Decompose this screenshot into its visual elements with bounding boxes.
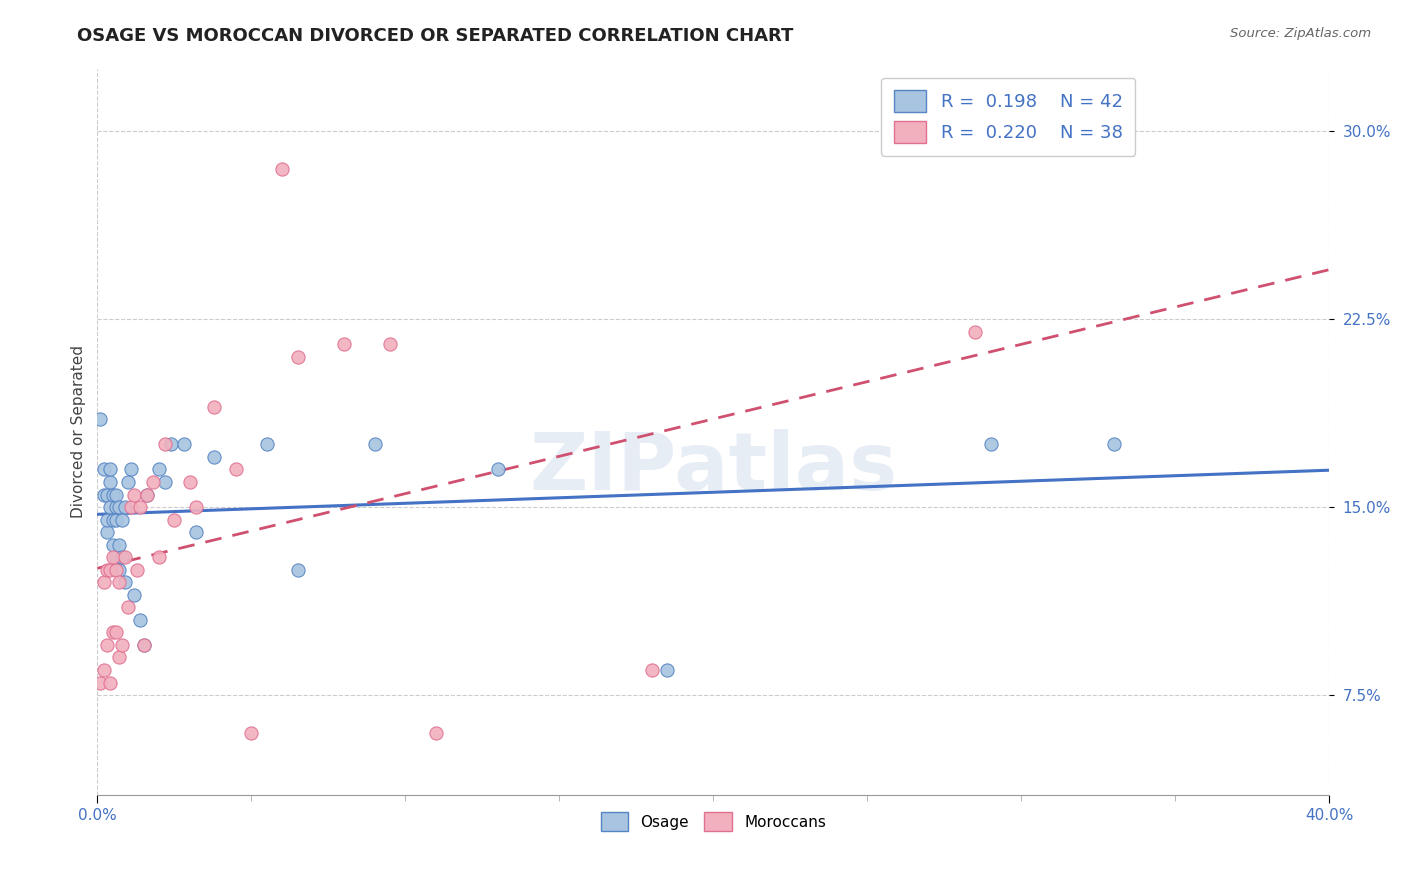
- Point: [142, 475, 165, 489]
- Point: [132, 638, 155, 652]
- Point: [127, 563, 149, 577]
- Point: [104, 500, 127, 514]
- Point: [114, 550, 136, 565]
- Point: [93, 462, 115, 476]
- Point: [108, 650, 131, 665]
- Point: [96, 513, 118, 527]
- Point: [160, 437, 183, 451]
- Point: [98, 675, 121, 690]
- Point: [179, 475, 201, 489]
- Point: [98, 563, 121, 577]
- Point: [132, 638, 155, 652]
- Point: [104, 550, 127, 565]
- Point: [202, 400, 225, 414]
- Point: [111, 638, 134, 652]
- Point: [184, 500, 207, 514]
- Point: [124, 588, 146, 602]
- Point: [98, 462, 121, 476]
- Point: [101, 625, 124, 640]
- Legend: R =  0.198    N = 42, R =  0.220    N = 38: R = 0.198 N = 42, R = 0.220 N = 38: [882, 78, 1136, 156]
- Point: [271, 161, 294, 176]
- Point: [120, 500, 142, 514]
- Point: [104, 513, 127, 527]
- Point: [225, 462, 247, 476]
- Point: [129, 613, 152, 627]
- Point: [184, 525, 207, 540]
- Point: [240, 725, 263, 739]
- Point: [378, 337, 401, 351]
- Point: [148, 462, 170, 476]
- Point: [425, 725, 447, 739]
- Point: [965, 325, 987, 339]
- Point: [96, 487, 118, 501]
- Point: [148, 550, 170, 565]
- Point: [108, 500, 131, 514]
- Point: [96, 563, 118, 577]
- Point: [108, 563, 131, 577]
- Point: [363, 437, 385, 451]
- Text: Source: ZipAtlas.com: Source: ZipAtlas.com: [1230, 27, 1371, 40]
- Point: [129, 500, 152, 514]
- Point: [111, 513, 134, 527]
- Point: [287, 350, 309, 364]
- Point: [117, 600, 139, 615]
- Point: [104, 487, 127, 501]
- Point: [287, 563, 309, 577]
- Point: [135, 487, 157, 501]
- Point: [101, 513, 124, 527]
- Point: [163, 513, 186, 527]
- Point: [101, 487, 124, 501]
- Point: [135, 487, 157, 501]
- Point: [96, 525, 118, 540]
- Point: [98, 475, 121, 489]
- Point: [89, 412, 111, 426]
- Point: [256, 437, 278, 451]
- Point: [104, 625, 127, 640]
- Point: [173, 437, 195, 451]
- Point: [101, 538, 124, 552]
- Text: OSAGE VS MOROCCAN DIVORCED OR SEPARATED CORRELATION CHART: OSAGE VS MOROCCAN DIVORCED OR SEPARATED …: [77, 27, 794, 45]
- Point: [332, 337, 354, 351]
- Point: [1102, 437, 1125, 451]
- Y-axis label: Divorced or Separated: Divorced or Separated: [72, 345, 86, 518]
- Point: [124, 487, 146, 501]
- Point: [89, 675, 111, 690]
- Point: [153, 475, 176, 489]
- Point: [117, 475, 139, 489]
- Point: [153, 437, 176, 451]
- Point: [93, 575, 115, 590]
- Point: [114, 500, 136, 514]
- Point: [108, 538, 131, 552]
- Point: [93, 487, 115, 501]
- Point: [641, 663, 664, 677]
- Text: ZIPatlas: ZIPatlas: [529, 429, 897, 508]
- Point: [104, 563, 127, 577]
- Point: [101, 550, 124, 565]
- Point: [202, 450, 225, 464]
- Point: [98, 500, 121, 514]
- Point: [114, 575, 136, 590]
- Point: [120, 462, 142, 476]
- Point: [655, 663, 678, 677]
- Point: [93, 663, 115, 677]
- Point: [111, 550, 134, 565]
- Point: [96, 638, 118, 652]
- Point: [108, 575, 131, 590]
- Point: [979, 437, 1001, 451]
- Point: [486, 462, 509, 476]
